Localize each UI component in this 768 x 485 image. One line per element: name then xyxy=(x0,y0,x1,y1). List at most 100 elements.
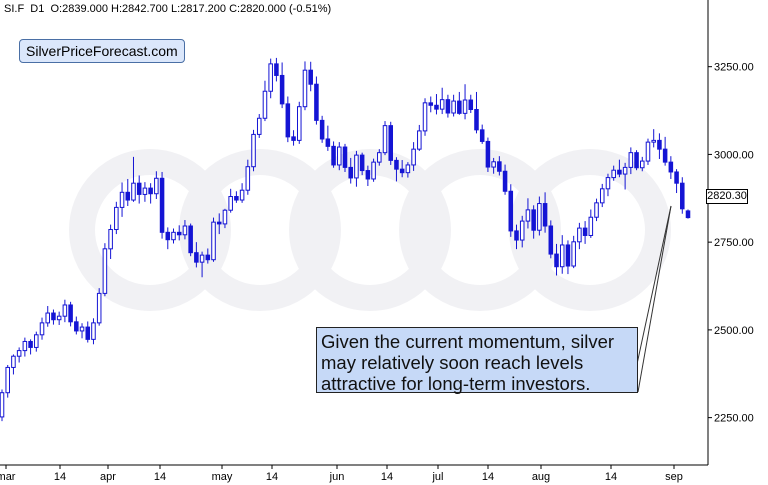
candle-up xyxy=(519,220,525,241)
candle-down xyxy=(314,83,319,121)
candle-down xyxy=(394,159,399,170)
candle-up xyxy=(96,292,102,324)
x-tick-label: 14 xyxy=(482,471,494,483)
candle-up xyxy=(577,227,582,243)
y-tick-label: 3250.00 xyxy=(714,62,754,74)
x-tick-label: sep xyxy=(665,471,683,483)
candle-up xyxy=(239,189,245,201)
x-axis-ticks: mar 14 apr 14 may 14 jun 14 jul 14 aug 14 sep xyxy=(0,465,683,483)
candle-down xyxy=(497,161,502,172)
x-tick-label: aug xyxy=(532,471,550,483)
candle-down xyxy=(348,166,353,179)
candle-down xyxy=(159,177,165,233)
candle-up xyxy=(11,355,16,368)
candle-up xyxy=(645,141,651,162)
candle-down xyxy=(125,191,131,201)
candle-down xyxy=(485,140,491,168)
candle-up xyxy=(337,146,342,166)
annotation-callout: Given the current momentum, silver may r… xyxy=(316,327,638,394)
candle-down xyxy=(457,100,462,114)
candle-down xyxy=(274,63,279,76)
candle-up xyxy=(0,392,5,418)
candle-up xyxy=(245,166,251,191)
candle-up xyxy=(411,148,416,166)
interval-label: D1 xyxy=(30,3,45,15)
candle-down xyxy=(388,125,394,161)
candle-down xyxy=(531,209,536,231)
candle-up xyxy=(182,225,188,236)
candle-up xyxy=(211,221,216,261)
candle-up xyxy=(354,154,359,179)
y-tick-label: 3000.00 xyxy=(714,149,754,161)
candle-down xyxy=(205,254,211,261)
candle-down xyxy=(668,161,674,173)
candle-up xyxy=(422,102,428,132)
candle-down xyxy=(359,154,365,172)
annotation-line-2: may relatively soon reach levels xyxy=(321,352,584,373)
candle-down xyxy=(548,225,554,255)
candle-up xyxy=(228,196,233,211)
candle-up xyxy=(302,69,308,108)
candle-down xyxy=(685,210,691,219)
candle-down xyxy=(325,138,331,147)
candle-down xyxy=(582,227,588,236)
candle-down xyxy=(657,139,662,150)
candle-up xyxy=(256,117,262,135)
candle-down xyxy=(331,145,336,166)
candle-up xyxy=(491,161,496,168)
x-tick-label: jun xyxy=(329,471,345,483)
chart-header: SI.F D1 O:2839.000 H:2842.700 L:2817.200… xyxy=(4,3,331,15)
candle-down xyxy=(468,99,474,110)
candle-down xyxy=(319,119,325,140)
candle-up xyxy=(119,191,125,208)
x-tick-label: jul xyxy=(431,471,443,483)
x-tick-label: mar xyxy=(0,471,16,483)
candle-down xyxy=(68,304,73,323)
candle-down xyxy=(28,340,33,348)
candle-down xyxy=(508,190,514,232)
candle-down xyxy=(365,170,371,180)
watermark-shape xyxy=(399,149,561,311)
y-tick-label: 2750.00 xyxy=(714,237,754,249)
candle-up xyxy=(79,326,85,332)
candle-up xyxy=(251,133,256,168)
candle-down xyxy=(51,312,56,321)
candle-down xyxy=(234,196,239,201)
annotation-line-1: Given the current momentum, silver xyxy=(321,331,615,352)
candle-up xyxy=(268,63,273,92)
candle-down xyxy=(554,253,559,268)
candle-up xyxy=(56,315,62,321)
x-tick-label: may xyxy=(212,471,233,483)
candle-down xyxy=(148,187,153,195)
candle-down xyxy=(434,104,439,110)
candle-down xyxy=(291,136,296,141)
candle-down xyxy=(216,221,222,225)
candle-up xyxy=(439,99,445,110)
candle-down xyxy=(634,152,639,169)
candle-up xyxy=(588,216,594,236)
candle-up xyxy=(39,322,45,336)
candle-up xyxy=(525,209,531,222)
candle-up xyxy=(296,106,302,141)
candle-up xyxy=(91,322,96,340)
y-tick-label: 2250.00 xyxy=(714,413,754,425)
x-tick-label: 14 xyxy=(54,471,66,483)
candle-up xyxy=(628,152,634,168)
candle-up xyxy=(611,169,616,179)
candle-down xyxy=(542,203,548,227)
candle-up xyxy=(377,152,382,163)
candle-up xyxy=(622,166,628,175)
candle-up xyxy=(599,188,605,204)
candle-up xyxy=(537,203,542,231)
candle-up xyxy=(16,350,22,357)
candle-up xyxy=(559,244,565,268)
candle-down xyxy=(674,171,679,184)
y-tick-label: 2500.00 xyxy=(714,325,754,337)
candle-up xyxy=(594,202,599,218)
candle-down xyxy=(617,169,622,175)
candle-down xyxy=(136,182,142,195)
x-tick-label: 14 xyxy=(381,471,393,483)
candle-down xyxy=(399,168,405,174)
candle-up xyxy=(22,340,28,352)
candle-up xyxy=(5,366,10,394)
